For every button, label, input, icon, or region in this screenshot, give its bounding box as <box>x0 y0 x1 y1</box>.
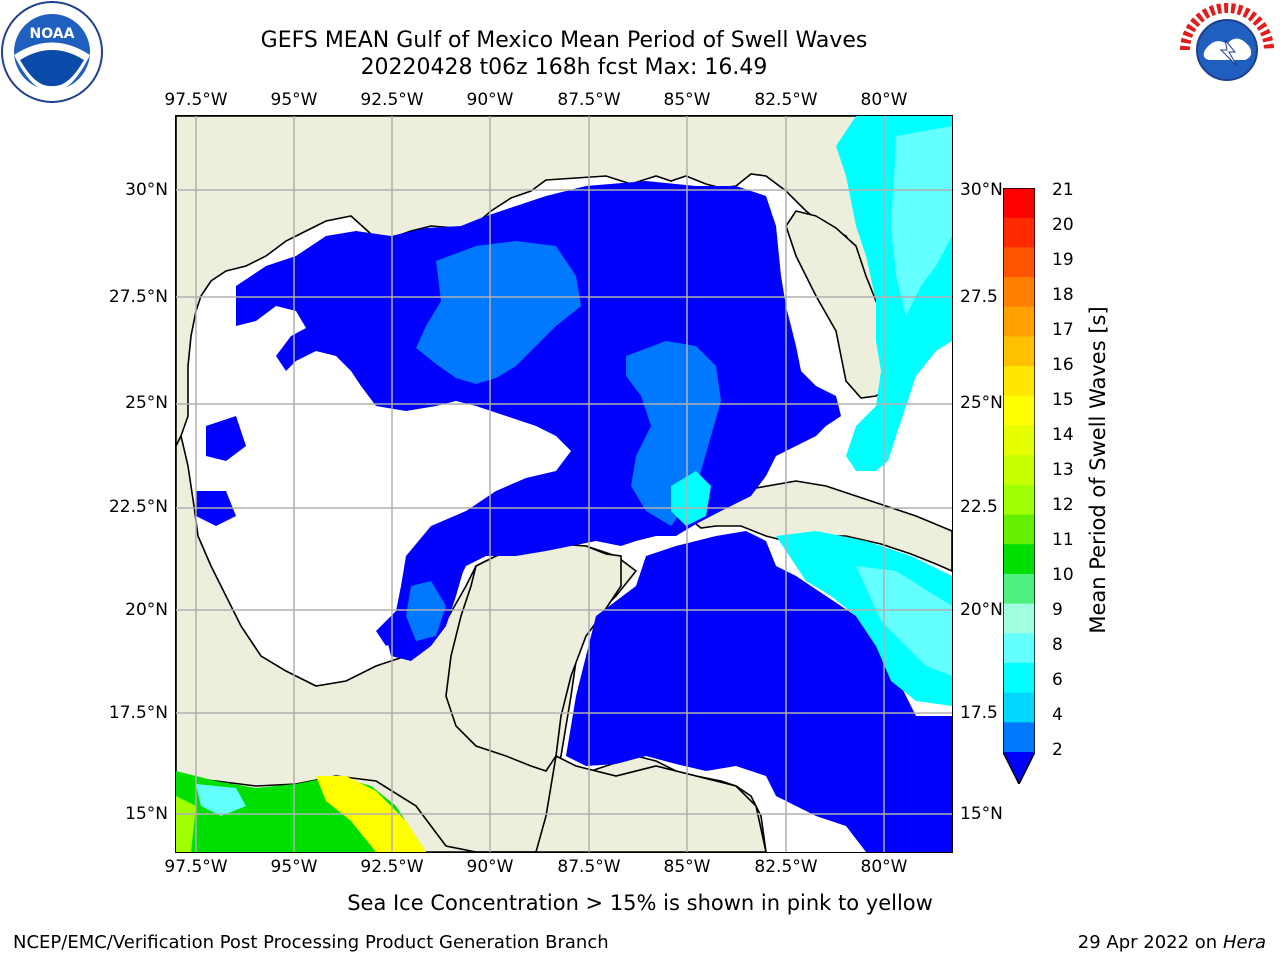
land-florida-pen <box>785 210 907 399</box>
sea-ice-note: Sea Ice Concentration > 15% is shown in … <box>0 891 1280 915</box>
lon-tick-bottom: 90°W <box>466 857 514 877</box>
colorbar <box>1002 187 1036 786</box>
colorbar-swatch <box>1003 484 1035 516</box>
colorbar-swatch <box>1003 514 1035 545</box>
colorbar-swatches <box>1002 187 1036 786</box>
colorbar-swatch <box>1003 455 1035 486</box>
nws-logo-icon <box>1175 0 1280 105</box>
field-pacific-cyan <box>196 784 246 816</box>
colorbar-tick: 21 <box>1052 180 1074 200</box>
colorbar-label: Mean Period of Swell Waves [s] <box>1086 306 1110 634</box>
land-cuba <box>684 480 953 573</box>
map-title: GEFS MEAN Gulf of Mexico Mean Period of … <box>260 28 868 53</box>
lat-tick-right: 30°N <box>960 180 1003 200</box>
lat-tick-left: 25°N <box>125 393 168 413</box>
graticule <box>176 116 952 852</box>
colorbar-tick: 4 <box>1052 705 1063 725</box>
colorbar-swatch <box>1003 425 1035 456</box>
lon-tick-bottom: 87.5°W <box>557 857 621 877</box>
lon-tick-bottom: 92.5°W <box>360 857 424 877</box>
lat-tick-right: 17.5 <box>960 703 998 723</box>
lon-tick-top: 97.5°W <box>164 90 228 110</box>
lon-tick-top: 87.5°W <box>557 90 621 110</box>
lat-tick-left: 15°N <box>125 804 168 824</box>
lat-tick-right: 15°N <box>960 804 1003 824</box>
lon-tick-top: 92.5°W <box>360 90 424 110</box>
colorbar-swatch <box>1003 633 1035 664</box>
credit: NCEP/EMC/Verification Post Processing Pr… <box>13 932 609 953</box>
sea-ice-note-text: Sea Ice Concentration > 15% is shown in … <box>347 891 933 915</box>
field-blue-4-6-bay <box>406 581 446 641</box>
lat-tick-left: 22.5°N <box>108 497 168 517</box>
colorbar-tick: 2 <box>1052 740 1063 760</box>
colorbar-tick: 12 <box>1052 495 1074 515</box>
colorbar-tick: 20 <box>1052 215 1074 235</box>
lat-tick-left: 27.5°N <box>108 287 168 307</box>
field-blue-4-6 <box>416 241 581 384</box>
lat-tick-right: 25°N <box>960 393 1003 413</box>
colorbar-tick: 10 <box>1052 565 1074 585</box>
field-blue-2-4-south <box>566 531 952 852</box>
field-cyan-8-9 <box>891 126 952 316</box>
colorbar-tick: 19 <box>1052 250 1074 270</box>
colorbar-swatch <box>1003 247 1035 278</box>
field-cyan-8-9-b <box>856 566 952 676</box>
map-panel <box>175 115 953 853</box>
colorbar-tick: 11 <box>1052 530 1074 550</box>
lat-tick-left: 17.5°N <box>108 703 168 723</box>
lon-tick-bottom: 80°W <box>860 857 908 877</box>
lat-tick-right: 27.5 <box>960 287 998 307</box>
field-cyan-6-8-carib <box>776 531 952 706</box>
colorbar-tick: 14 <box>1052 425 1074 445</box>
colorbar-swatch <box>1003 366 1035 397</box>
colorbar-swatch <box>1003 603 1035 634</box>
colorbar-outline <box>1002 187 1036 786</box>
lat-tick-right: 22.5 <box>960 497 998 517</box>
colorbar-tick: 16 <box>1052 355 1074 375</box>
colorbar-tick: 8 <box>1052 635 1063 655</box>
lon-tick-bottom: 95°W <box>270 857 318 877</box>
lon-tick-bottom: 97.5°W <box>164 857 228 877</box>
colorbar-extend-triangle <box>1003 752 1035 784</box>
lon-tick-top: 95°W <box>270 90 318 110</box>
colorbar-swatch <box>1003 573 1035 605</box>
machine-name: Hera <box>1222 932 1266 953</box>
lon-tick-bottom: 85°W <box>663 857 711 877</box>
colorbar-tick: 13 <box>1052 460 1074 480</box>
colorbar-swatch <box>1003 722 1035 753</box>
field-pacific-lime <box>176 796 196 852</box>
lat-tick-left: 20°N <box>125 600 168 620</box>
lon-tick-top: 85°W <box>663 90 711 110</box>
colorbar-tick: 9 <box>1052 600 1063 620</box>
lon-tick-top: 80°W <box>860 90 908 110</box>
lon-tick-top: 82.5°W <box>754 90 818 110</box>
colorbar-swatch <box>1003 217 1035 248</box>
colorbar-swatch <box>1003 544 1035 575</box>
colorbar-tick: 17 <box>1052 320 1074 340</box>
colorbar-swatch <box>1003 188 1035 219</box>
colorbar-tick: 18 <box>1052 285 1074 305</box>
noaa-logo-icon: NOAA <box>0 0 105 105</box>
map-canvas <box>175 115 953 853</box>
svg-text:NOAA: NOAA <box>30 26 75 42</box>
lat-tick-left: 30°N <box>125 180 168 200</box>
colorbar-swatch <box>1003 336 1035 367</box>
colorbar-swatch <box>1003 277 1035 308</box>
run-date-text: 29 Apr 2022 on <box>1077 932 1223 953</box>
lon-tick-top: 90°W <box>466 90 514 110</box>
colorbar-swatch <box>1003 662 1035 694</box>
field-cyan-mid <box>671 471 711 526</box>
map-subtitle: 20220428 t06z 168h fcst Max: 16.49 <box>360 55 768 80</box>
field-blue-2-4-w <box>206 416 246 461</box>
lon-tick-bottom: 82.5°W <box>754 857 818 877</box>
colorbar-swatch <box>1003 692 1035 723</box>
colorbar-swatch <box>1003 395 1035 426</box>
colorbar-tick: 6 <box>1052 670 1063 690</box>
colorbar-swatch <box>1003 306 1035 337</box>
run-date: 29 Apr 2022 on Hera <box>1078 932 1266 953</box>
lat-tick-right: 20°N <box>960 600 1003 620</box>
colorbar-tick: 15 <box>1052 390 1074 410</box>
